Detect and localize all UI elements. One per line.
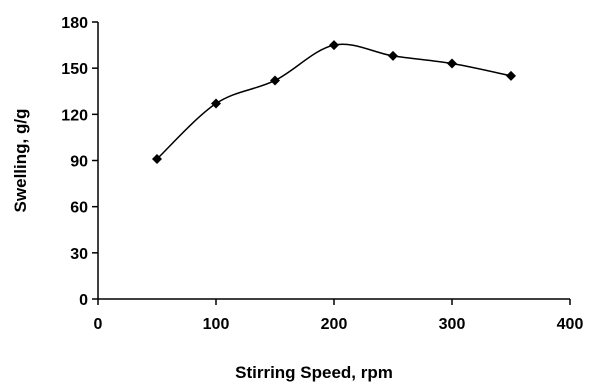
y-axis-title: Swelling, g/g bbox=[11, 109, 30, 213]
data-point-marker bbox=[152, 153, 162, 164]
y-tick-label: 120 bbox=[61, 107, 88, 124]
x-tick-label: 400 bbox=[557, 316, 584, 333]
x-tick-label: 200 bbox=[321, 316, 348, 333]
data-point-marker bbox=[329, 40, 339, 51]
y-axis-ticks: 0 30 60 90 120 150 180 bbox=[61, 15, 98, 309]
data-point-marker bbox=[506, 70, 516, 81]
x-tick-label: 100 bbox=[203, 316, 230, 333]
y-tick-label: 60 bbox=[70, 200, 88, 217]
data-point-marker bbox=[447, 58, 457, 69]
data-point-marker bbox=[211, 98, 221, 109]
data-point-marker bbox=[270, 75, 280, 86]
x-tick-label: 0 bbox=[94, 316, 103, 333]
y-tick-label: 180 bbox=[61, 15, 88, 32]
data-series bbox=[152, 40, 516, 164]
x-axis-title: Stirring Speed, rpm bbox=[235, 363, 393, 382]
y-tick-label: 0 bbox=[79, 292, 88, 309]
y-tick-label: 30 bbox=[70, 246, 88, 263]
x-tick-label: 300 bbox=[439, 316, 466, 333]
y-tick-label: 150 bbox=[61, 61, 88, 78]
x-axis-ticks: 0 100 200 300 400 bbox=[94, 299, 584, 333]
data-point-marker bbox=[388, 50, 398, 61]
y-tick-label: 90 bbox=[70, 154, 88, 171]
